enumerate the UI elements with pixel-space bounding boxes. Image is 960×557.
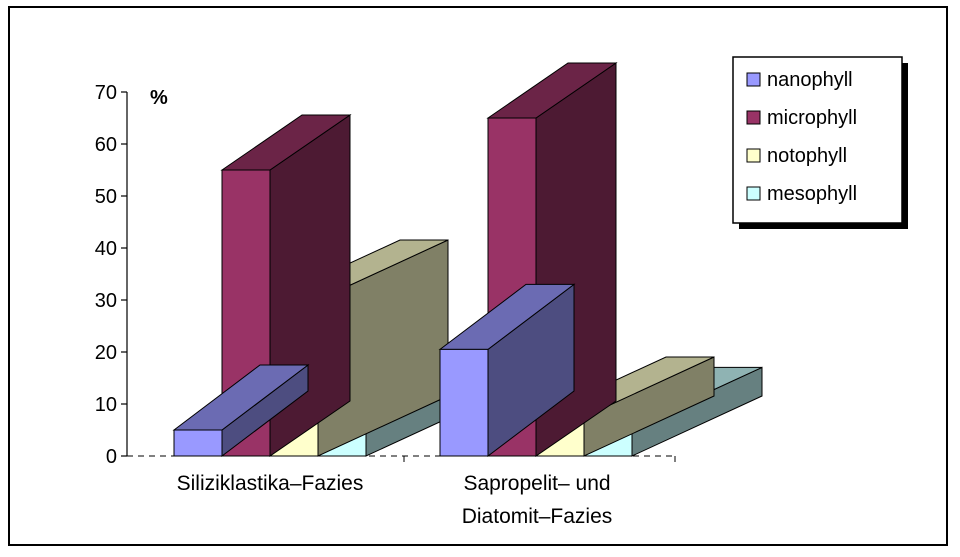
category-labels: Siliziklastika–Fazies Sapropelit– und Diat… [177,472,613,528]
legend-label-notophyll: notophyll [767,145,847,167]
bar-nanophyll-2 [438,283,576,458]
category-label: Siliziklastika–Fazies [177,472,364,495]
legend-label-microphyll: microphyll [767,107,857,129]
bars-layer [172,62,763,458]
legend-box [732,56,903,224]
y-tick-label: 70 [95,82,117,104]
bar-front [439,348,489,457]
legend: nanophyll microphyll notophyll mesophyll [732,56,908,229]
legend-swatch-microphyll [746,110,761,125]
legend-swatch-nanophyll [746,72,761,87]
category-label: Sapropelit– und [463,472,610,495]
bar-front [173,429,223,457]
legend-label-nanophyll: nanophyll [767,69,853,91]
category-label: Diatomit–Fazies [462,505,613,528]
y-axis-unit: % [150,87,168,109]
y-ticks: 0 10 20 30 40 50 60 70 [95,82,676,468]
value-axis: % [126,87,168,456]
legend-swatch-mesophyll [746,186,761,201]
y-tick-label: 20 [95,342,117,364]
y-tick-label: 40 [95,238,117,260]
y-tick-label: 60 [95,134,117,156]
legend-label-mesophyll: mesophyll [767,183,857,205]
y-tick-label: 0 [106,446,117,468]
y-tick-label: 30 [95,290,117,312]
y-tick-label: 50 [95,186,117,208]
y-tick-label: 10 [95,394,117,416]
legend-swatch-notophyll [746,148,761,163]
